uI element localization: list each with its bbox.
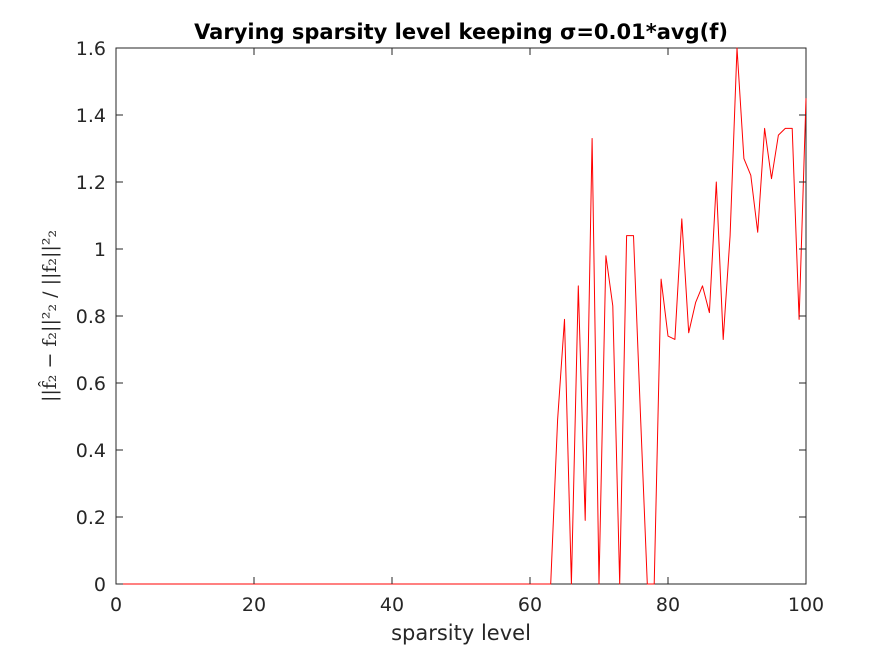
y-tick-label: 1.2 xyxy=(76,172,106,194)
axes-box xyxy=(115,47,807,585)
x-tick-label: 60 xyxy=(518,594,542,616)
x-tick-label: 40 xyxy=(380,594,404,616)
series-line-0 xyxy=(116,47,807,585)
y-tick-label: 0.8 xyxy=(76,306,106,328)
y-tick-label: 0.2 xyxy=(76,507,106,529)
y-tick-label: 1.6 xyxy=(76,38,106,60)
x-tick-label: 100 xyxy=(788,594,824,616)
y-axis-label: ||f̂₂ − f₂||²₂ / ||f₂||²₂ xyxy=(38,230,61,402)
y-tick-label: 0.6 xyxy=(76,373,106,395)
x-tick-label: 0 xyxy=(110,594,122,616)
x-tick-label: 20 xyxy=(242,594,266,616)
y-tick-label: 0 xyxy=(94,574,106,596)
y-tick-label: 0.4 xyxy=(76,440,106,462)
plot-area xyxy=(115,47,807,585)
y-tick-label: 1 xyxy=(94,239,106,261)
x-tick-label: 80 xyxy=(656,594,680,616)
chart-title: Varying sparsity level keeping σ=0.01*av… xyxy=(194,20,728,44)
y-tick-label: 1.4 xyxy=(76,105,106,127)
x-axis-label: sparsity level xyxy=(391,621,531,645)
axis-ticks: 0 20 40 60 80 100 0 0.2 0.4 0.6 0.8 1 1.2 1.4 1.6 xyxy=(76,38,824,616)
